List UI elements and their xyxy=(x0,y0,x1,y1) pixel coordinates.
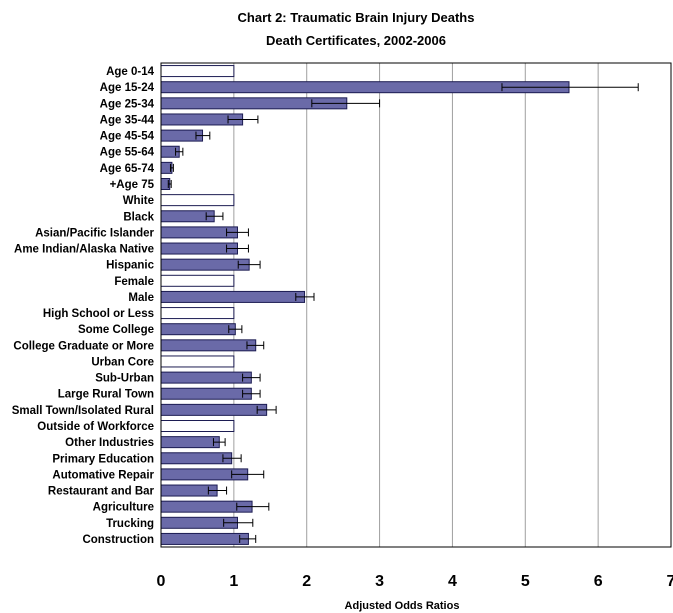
bar xyxy=(160,387,252,400)
category-label: Primary Education xyxy=(52,453,154,465)
bar xyxy=(160,242,238,255)
chart-title-line-2: Death Certificates, 2002-2006 xyxy=(266,33,446,48)
category-label: Female xyxy=(114,276,154,288)
category-label: Restaurant and Bar xyxy=(48,486,155,498)
reference-bar xyxy=(160,420,235,432)
category-label: Asian/Pacific Islander xyxy=(35,227,154,239)
bar xyxy=(160,436,220,449)
category-label: Age 65-74 xyxy=(100,163,155,175)
category-labels: Age 0-14 Age 15-24 Age 25-34 Age 35-44 Age 4… xyxy=(12,66,155,546)
category-label: Outside of Workforce xyxy=(37,421,154,433)
bar xyxy=(160,290,306,303)
category-label: Some College xyxy=(78,324,154,336)
x-tick-label: 1 xyxy=(229,573,238,590)
category-label: White xyxy=(123,195,154,207)
bar xyxy=(160,532,249,545)
x-tick-label: 6 xyxy=(594,573,603,590)
category-label: Construction xyxy=(82,534,154,546)
category-label: Trucking xyxy=(106,518,154,530)
category-label: +Age 75 xyxy=(110,179,155,191)
category-label: Age 0-14 xyxy=(106,66,155,78)
category-label: Black xyxy=(123,211,154,223)
reference-bar xyxy=(160,274,235,287)
category-label: Other Industries xyxy=(65,437,154,449)
x-tick-label: 0 xyxy=(157,573,166,590)
bar xyxy=(160,371,252,384)
x-tick-label: 4 xyxy=(448,573,457,590)
x-tick-label: 5 xyxy=(521,573,530,590)
bar xyxy=(160,323,236,336)
category-label: Urban Core xyxy=(91,356,154,368)
x-tick-label: 2 xyxy=(302,573,311,590)
category-label: Age 35-44 xyxy=(100,114,155,126)
category-label: Large Rural Town xyxy=(58,389,154,401)
x-tick-label: 3 xyxy=(375,573,384,590)
bar xyxy=(160,339,257,352)
category-label: Age 45-54 xyxy=(100,131,155,143)
reference-bar xyxy=(160,307,235,320)
bar xyxy=(160,226,238,239)
reference-bar xyxy=(160,194,235,207)
error-bars xyxy=(167,83,639,543)
category-label: Agriculture xyxy=(93,502,154,514)
bars xyxy=(160,65,570,545)
chart-title-line-1: Chart 2: Traumatic Brain Injury Deaths xyxy=(238,10,475,25)
category-label: Small Town/Isolated Rural xyxy=(12,405,154,417)
x-tick-label: 7 xyxy=(667,573,673,590)
reference-bar xyxy=(160,65,235,78)
category-label: Ame Indian/Alaska Native xyxy=(14,244,154,256)
category-label: Age 15-24 xyxy=(100,82,155,94)
category-label: Sub-Urban xyxy=(95,373,154,385)
category-label: College Graduate or More xyxy=(13,340,154,352)
x-axis-title: Adjusted Odds Ratios xyxy=(345,600,460,612)
reference-bar xyxy=(160,355,235,368)
category-label: Male xyxy=(128,292,154,304)
category-label: Automative Repair xyxy=(52,469,154,481)
category-label: Age 25-34 xyxy=(100,98,155,110)
bar xyxy=(160,452,233,465)
category-label: High School or Less xyxy=(43,308,154,320)
plot-area-frame xyxy=(160,62,672,548)
x-axis-ticks: 0 1 2 3 4 5 6 7 xyxy=(157,573,673,590)
bar xyxy=(160,403,268,416)
gridlines xyxy=(233,63,599,547)
bar xyxy=(160,258,250,271)
category-label: Age 55-64 xyxy=(100,147,155,159)
category-label: Hispanic xyxy=(106,260,155,272)
